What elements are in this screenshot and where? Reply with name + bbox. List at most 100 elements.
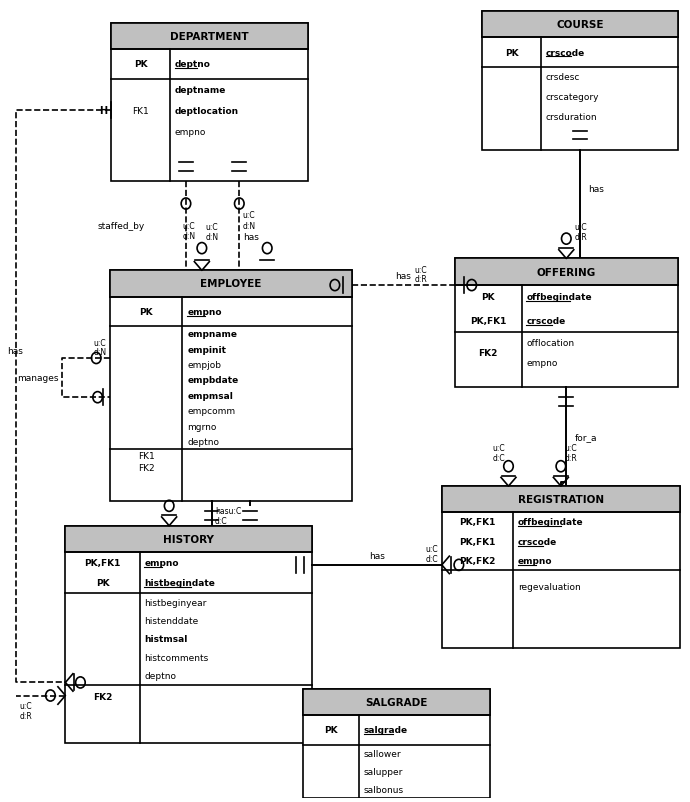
Bar [111, 24, 308, 182]
Text: FK2: FK2 [478, 348, 498, 358]
Text: d:N: d:N [243, 221, 256, 230]
Text: d:C: d:C [215, 516, 228, 525]
Bar [482, 12, 678, 151]
Bar [455, 259, 678, 387]
Text: empno: empno [175, 128, 206, 137]
Text: PK,FK1: PK,FK1 [460, 537, 495, 546]
Text: d:R: d:R [19, 711, 32, 720]
Text: histcomments: histcomments [144, 653, 208, 662]
Bar [66, 526, 313, 743]
Text: crsduration: crsduration [546, 113, 598, 122]
Text: H: H [99, 106, 108, 116]
Text: u:C: u:C [19, 701, 32, 710]
Text: d:R: d:R [575, 233, 587, 241]
Bar [442, 487, 680, 512]
Text: u:C: u:C [205, 223, 218, 232]
Text: crsdesc: crsdesc [546, 73, 580, 82]
Text: offbegindate: offbegindate [526, 293, 592, 302]
Text: empno: empno [526, 358, 558, 367]
Text: d:N: d:N [183, 232, 196, 241]
Text: manages: manages [17, 374, 59, 383]
Text: PK: PK [134, 60, 147, 69]
Bar [442, 487, 680, 649]
Text: deptname: deptname [175, 86, 226, 95]
Text: hasu:C: hasu:C [215, 506, 242, 516]
Text: FK1: FK1 [138, 451, 155, 460]
Text: SALGRADE: SALGRADE [365, 697, 428, 707]
Text: PK: PK [505, 48, 518, 58]
Text: sallower: sallower [364, 749, 401, 758]
Text: HISTORY: HISTORY [164, 534, 215, 544]
Text: u:C: u:C [575, 223, 587, 232]
Text: has: has [8, 346, 23, 355]
Bar [302, 689, 490, 715]
Text: crscode: crscode [526, 317, 566, 326]
Text: PK,FK1: PK,FK1 [460, 518, 495, 527]
Text: PK,FK1: PK,FK1 [470, 317, 506, 326]
Text: salgrade: salgrade [364, 726, 408, 735]
Text: has: has [395, 272, 411, 281]
Text: histbegindate: histbegindate [144, 579, 215, 588]
Bar [66, 526, 313, 553]
Text: for_a: for_a [575, 432, 597, 442]
Text: REGISTRATION: REGISTRATION [518, 495, 604, 504]
Text: crscode: crscode [546, 48, 585, 58]
Text: PK: PK [139, 307, 153, 317]
Text: regevaluation: regevaluation [518, 582, 581, 591]
Text: has: has [369, 551, 385, 560]
Text: PK: PK [324, 726, 337, 735]
Text: PK,FK2: PK,FK2 [460, 557, 495, 565]
Text: empmsal: empmsal [187, 391, 233, 400]
Text: deptlocation: deptlocation [175, 107, 239, 115]
Bar [110, 271, 352, 501]
Text: empno: empno [144, 558, 179, 567]
Text: deptno: deptno [175, 60, 210, 69]
Bar [110, 271, 352, 298]
Text: deptno: deptno [187, 437, 219, 447]
Text: offbegindate: offbegindate [518, 518, 584, 527]
Text: u:C: u:C [415, 265, 427, 274]
Text: deptno: deptno [144, 671, 176, 680]
Text: u:C: u:C [564, 444, 577, 453]
Text: OFFERING: OFFERING [537, 267, 596, 277]
Text: d:N: d:N [93, 348, 106, 357]
Bar [111, 24, 308, 50]
Text: u:C: u:C [243, 211, 255, 220]
Text: d:N: d:N [205, 233, 218, 242]
Text: FK2: FK2 [138, 463, 155, 472]
Text: has: has [589, 184, 604, 193]
Text: u:C: u:C [183, 221, 195, 230]
Text: salbonus: salbonus [364, 785, 404, 794]
Text: u:C: u:C [426, 545, 438, 554]
Text: EMPLOYEE: EMPLOYEE [200, 279, 262, 289]
Text: FK2: FK2 [92, 692, 112, 701]
Text: d:C: d:C [493, 453, 505, 463]
Text: histbeginyear: histbeginyear [144, 598, 207, 607]
Text: PK: PK [482, 293, 495, 302]
Text: empcomm: empcomm [187, 407, 235, 415]
Text: salupper: salupper [364, 768, 403, 776]
Bar [302, 689, 490, 798]
Text: mgrno: mgrno [187, 422, 217, 431]
Text: staffed_by: staffed_by [98, 222, 145, 231]
Text: d:R: d:R [415, 275, 427, 284]
Bar [482, 12, 678, 38]
Text: crscode: crscode [518, 537, 558, 546]
Text: crscategory: crscategory [546, 93, 600, 102]
Text: DEPARTMENT: DEPARTMENT [170, 32, 249, 42]
Text: empinit: empinit [187, 345, 226, 354]
Text: empno: empno [187, 307, 221, 317]
Text: empjob: empjob [187, 361, 221, 370]
Text: u:C: u:C [493, 444, 505, 453]
Text: histenddate: histenddate [144, 617, 199, 626]
Bar [455, 259, 678, 286]
Text: empbdate: empbdate [187, 376, 239, 385]
Text: d:C: d:C [426, 554, 438, 563]
Text: FK1: FK1 [132, 107, 149, 115]
Text: u:C: u:C [94, 338, 106, 347]
Text: histmsal: histmsal [144, 634, 188, 644]
Text: PK: PK [96, 579, 109, 588]
Text: COURSE: COURSE [556, 20, 604, 30]
Text: empname: empname [187, 330, 237, 338]
Text: offlocation: offlocation [526, 338, 575, 347]
